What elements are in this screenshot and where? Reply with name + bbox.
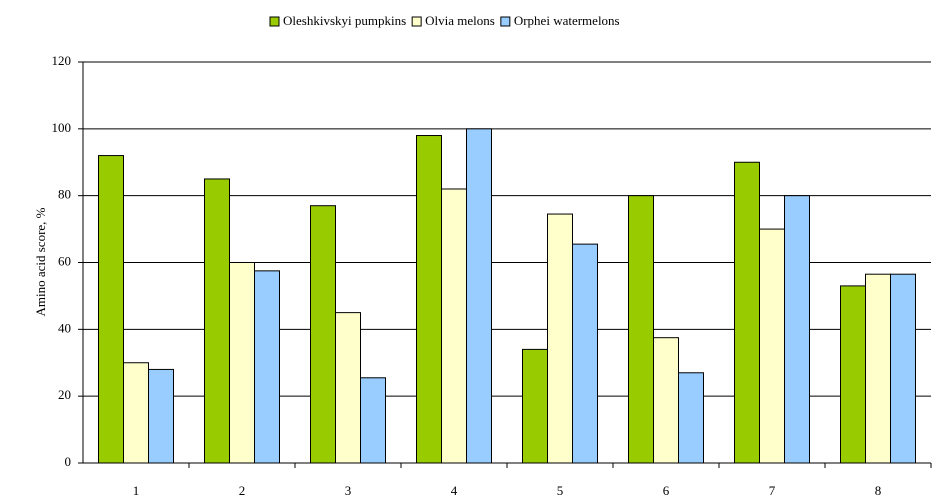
y-tick-label: 80 [58, 187, 71, 202]
bar [759, 228, 785, 464]
bar [865, 273, 891, 464]
x-tick-label: 2 [239, 483, 246, 498]
bar [441, 188, 467, 464]
y-axis-label: Amino acid score, % [33, 207, 48, 316]
bar [522, 348, 548, 464]
y-tick-label: 0 [65, 454, 72, 469]
x-tick-label: 1 [133, 483, 140, 498]
bar [547, 213, 573, 464]
x-tick-label: 4 [451, 483, 458, 498]
bar [98, 155, 124, 464]
x-tick-label: 3 [345, 483, 352, 498]
legend-swatch [269, 16, 280, 27]
bar [310, 205, 336, 464]
bar [653, 337, 679, 464]
bar [335, 312, 361, 464]
bar [204, 178, 230, 464]
bar [123, 362, 149, 464]
bar [784, 195, 810, 464]
bar [628, 195, 654, 464]
legend-swatch [500, 16, 511, 27]
legend-label: Olvia melons [425, 13, 495, 28]
y-tick-label: 100 [52, 120, 72, 135]
x-tick-label: 8 [875, 483, 882, 498]
bar [572, 243, 598, 464]
bar [890, 273, 916, 464]
bar [254, 270, 280, 464]
legend-label: Oleshkivskyi pumpkins [283, 13, 406, 28]
bar [148, 368, 174, 464]
bar [229, 262, 255, 464]
bar [734, 161, 760, 464]
y-tick-label: 120 [52, 53, 72, 68]
bar [678, 372, 704, 464]
x-tick-label: 6 [663, 483, 670, 498]
bar [416, 135, 442, 464]
x-tick-label: 7 [769, 483, 776, 498]
bar [840, 285, 866, 464]
bar [466, 128, 492, 464]
legend-swatch [411, 16, 422, 27]
y-tick-label: 40 [58, 320, 71, 335]
y-tick-label: 60 [58, 253, 71, 268]
x-tick-label: 5 [557, 483, 564, 498]
y-tick-label: 20 [58, 387, 71, 402]
bar [360, 377, 386, 464]
legend-label: Orphei watermelons [514, 13, 620, 28]
